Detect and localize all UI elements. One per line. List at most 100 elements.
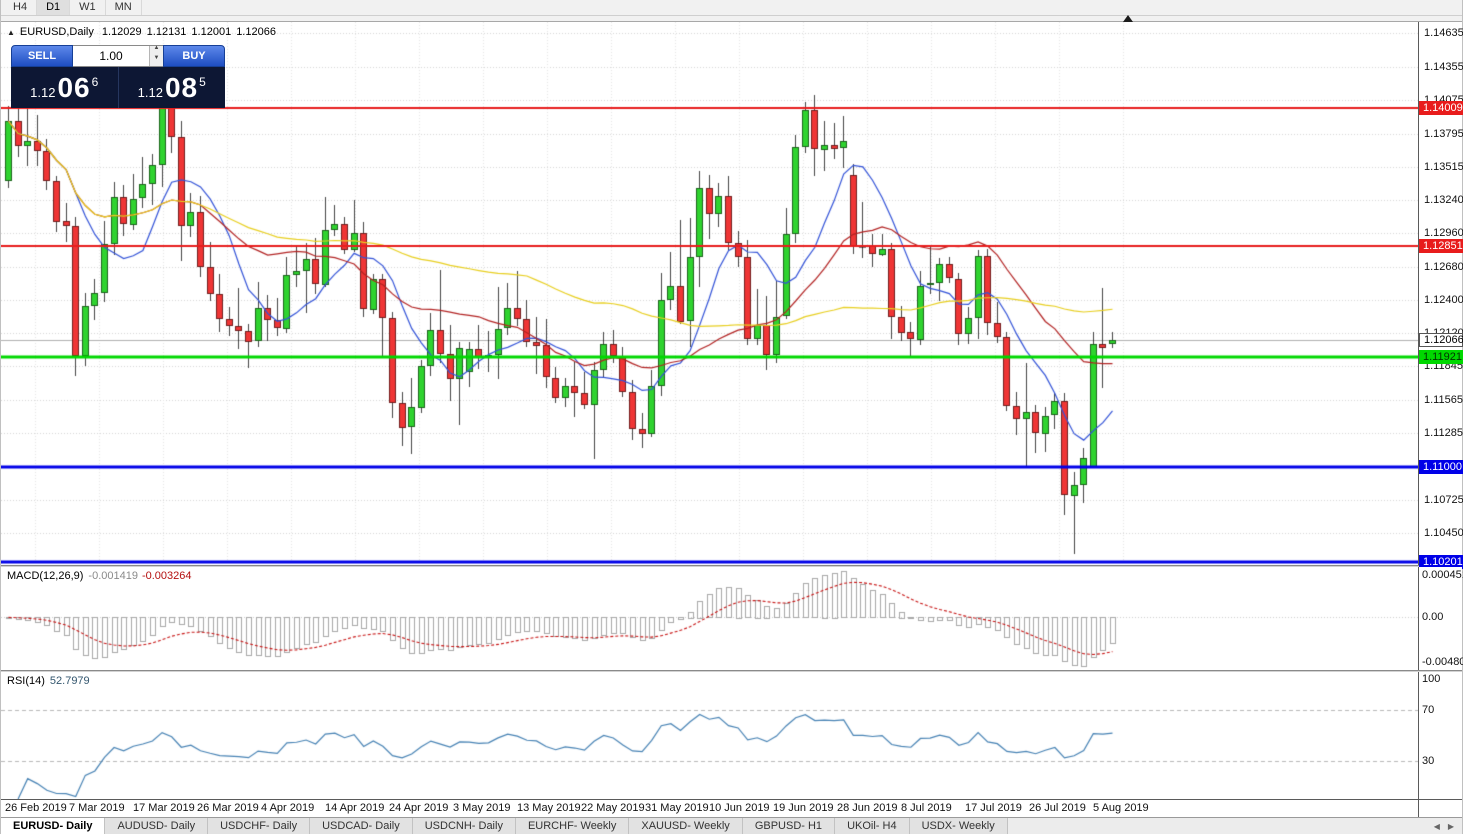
price-axis-label: 1.14635 bbox=[1424, 27, 1463, 40]
price-axis-label: 1.13795 bbox=[1424, 127, 1463, 140]
time-axis-corner bbox=[1418, 800, 1462, 817]
time-axis-label: 22 May 2019 bbox=[581, 802, 645, 814]
macd-axis-label: 0.0004517 bbox=[1422, 569, 1463, 581]
buy-price-big: 08 bbox=[164, 71, 199, 103]
time-axis-label: 26 Feb 2019 bbox=[5, 802, 67, 814]
buy-price[interactable]: 1.12 08 5 bbox=[117, 67, 226, 108]
price-tag-support-blue-upper: 1.11000 bbox=[1419, 460, 1463, 475]
price-axis-label: 1.11565 bbox=[1424, 393, 1463, 406]
timeframe-button-h4[interactable]: H4 bbox=[4, 0, 38, 15]
chart-tab-eurusd-daily[interactable]: EURUSD- Daily bbox=[1, 818, 106, 834]
macd-main-value: -0.001419 bbox=[88, 570, 138, 582]
timeframe-button-w1[interactable]: W1 bbox=[70, 0, 106, 15]
time-axis-label: 3 May 2019 bbox=[453, 802, 511, 814]
sell-button[interactable]: SELL bbox=[11, 45, 73, 67]
price-tag-resistance-upper: 1.14009 bbox=[1419, 101, 1463, 116]
buy-button[interactable]: BUY bbox=[163, 45, 225, 67]
chart-tab-audusd-daily[interactable]: AUDUSD- Daily bbox=[105, 818, 209, 834]
sell-price-pip: 6 bbox=[91, 74, 99, 89]
rsi-canvas[interactable] bbox=[1, 672, 1420, 799]
price-tag-current-price: 1.12066 bbox=[1419, 332, 1463, 347]
rsi-axis-label: 70 bbox=[1422, 704, 1435, 716]
price-chart-canvas[interactable] bbox=[1, 22, 1420, 565]
macd-axis-label: 0.00 bbox=[1422, 611, 1444, 623]
sell-price-big: 06 bbox=[57, 71, 91, 103]
volume-spin-down-icon[interactable]: ▼ bbox=[153, 55, 160, 61]
macd-axis[interactable]: 0.0004517 0.00 -0.004806 bbox=[1418, 567, 1463, 670]
volume-spinner: ▲ ▼ bbox=[149, 45, 163, 66]
ohlc-close: 1.12066 bbox=[236, 26, 276, 38]
chart-tab-eurchf-weekly[interactable]: EURCHF- Weekly bbox=[515, 818, 630, 834]
timeframe-button-d1[interactable]: D1 bbox=[37, 0, 71, 15]
rsi-axis-label: 30 bbox=[1422, 755, 1435, 767]
chart-shift-marker[interactable] bbox=[1123, 15, 1133, 22]
time-axis-label: 19 Jun 2019 bbox=[773, 802, 834, 814]
macd-axis-label: -0.004806 bbox=[1422, 656, 1463, 668]
price-axis[interactable]: 1.146351.143551.140751.137951.135151.132… bbox=[1418, 22, 1463, 570]
chart-tab-usdcad-daily[interactable]: USDCAD- Daily bbox=[310, 818, 413, 834]
tab-scroll-right-icon[interactable]: ▶ bbox=[1447, 821, 1454, 831]
volume-spin-up-icon[interactable]: ▲ bbox=[153, 45, 160, 51]
time-axis-label: 5 Aug 2019 bbox=[1093, 802, 1149, 814]
rsi-pane: RSI(14) 52.7979 100 70 30 bbox=[1, 672, 1462, 799]
price-chart-pane: ▲ EURUSD,Daily 1.12029 1.12131 1.12001 1.1206… bbox=[1, 22, 1463, 570]
ohlc-high: 1.12131 bbox=[146, 26, 187, 38]
price-axis-label: 1.13240 bbox=[1424, 193, 1463, 206]
price-axis-label: 1.10450 bbox=[1424, 526, 1463, 539]
price-tag-resistance-mid: 1.12851 bbox=[1419, 239, 1463, 254]
macd-indicator-label: MACD(12,26,9) -0.001419 -0.003264 bbox=[7, 570, 192, 582]
price-axis-label: 1.12960 bbox=[1424, 227, 1463, 240]
chart-tab-xauusd-weekly[interactable]: XAUUSD- Weekly bbox=[629, 818, 743, 834]
time-axis-label: 24 Apr 2019 bbox=[389, 802, 449, 814]
price-axis-label: 1.10725 bbox=[1424, 493, 1463, 506]
chart-tab-usdchf-daily[interactable]: USDCHF- Daily bbox=[208, 818, 311, 834]
time-axis-label: 8 Jul 2019 bbox=[901, 802, 952, 814]
macd-canvas[interactable] bbox=[1, 567, 1420, 670]
chart-tabs-bar: EURUSD- Daily AUDUSD- Daily USDCHF- Daily U… bbox=[1, 817, 1462, 834]
one-click-toggle-icon[interactable]: ▲ bbox=[7, 28, 15, 37]
price-axis-label: 1.11285 bbox=[1424, 427, 1463, 440]
chart-tab-usdx-weekly[interactable]: USDX- Weekly bbox=[909, 818, 1008, 834]
volume-input[interactable] bbox=[73, 46, 149, 66]
macd-splitter[interactable] bbox=[1, 565, 1462, 567]
ohlc-low: 1.12001 bbox=[191, 26, 232, 38]
time-axis-label: 4 Apr 2019 bbox=[261, 802, 315, 814]
chart-tab-usdcnh-daily[interactable]: USDCNH- Daily bbox=[412, 818, 516, 834]
chart-symbol-period: EURUSD,Daily bbox=[19, 26, 94, 38]
timeframe-button-mn[interactable]: MN bbox=[106, 0, 142, 15]
rsi-axis[interactable]: 100 70 30 bbox=[1418, 672, 1462, 799]
time-axis-label: 26 Jul 2019 bbox=[1029, 802, 1086, 814]
price-axis-label: 1.13515 bbox=[1424, 160, 1463, 173]
chart-tab-ukoil-h4[interactable]: UKOil- H4 bbox=[835, 818, 910, 834]
time-axis-label: 28 Jun 2019 bbox=[837, 802, 898, 814]
sell-price[interactable]: 1.12 06 6 bbox=[11, 67, 118, 108]
price-tag-support-green: 1.11921 bbox=[1419, 350, 1463, 365]
macd-pane: MACD(12,26,9) -0.001419-0.003264 0.000451… bbox=[1, 567, 1463, 670]
price-axis-label: 1.12400 bbox=[1424, 294, 1463, 307]
time-axis[interactable]: 26 Feb 2019 7 Mar 2019 17 Mar 2019 26 Mar 2… bbox=[1, 799, 1462, 817]
time-axis-label: 17 Mar 2019 bbox=[133, 802, 195, 814]
one-click-trading-panel: SELL ▲ ▼ BUY 1.12 06 6 1.12 bbox=[11, 45, 225, 108]
macd-name: MACD(12,26,9) bbox=[7, 570, 84, 582]
rsi-name: RSI(14) bbox=[7, 675, 45, 687]
time-axis-label: 17 Jul 2019 bbox=[965, 802, 1022, 814]
price-axis-label: 1.14355 bbox=[1424, 60, 1463, 73]
chart-scrollbar[interactable] bbox=[1, 15, 1462, 22]
buy-price-pip: 5 bbox=[199, 74, 206, 89]
rsi-value: 52.7979 bbox=[49, 675, 90, 687]
rsi-splitter[interactable] bbox=[1, 670, 1462, 672]
chart-ohlc-title: ▲ EURUSD,Daily 1.12029 1.12131 1.12001 1.1206… bbox=[7, 26, 281, 38]
macd-signal-value: -0.003264 bbox=[141, 570, 192, 582]
sell-price-prefix: 1.12 bbox=[30, 84, 56, 100]
time-axis-label: 7 Mar 2019 bbox=[69, 802, 125, 814]
price-axis-label: 1.12680 bbox=[1424, 260, 1463, 273]
time-axis-label: 31 May 2019 bbox=[645, 802, 709, 814]
chart-tab-gbpusd-h1[interactable]: GBPUSD- H1 bbox=[742, 818, 836, 834]
timeframe-toolbar: H4 D1 W1 MN bbox=[1, 0, 1462, 16]
rsi-indicator-label: RSI(14) 52.7979 bbox=[7, 675, 90, 687]
ohlc-open: 1.12029 bbox=[101, 26, 142, 38]
tab-scroll-left-icon[interactable]: ◀ bbox=[1433, 821, 1440, 831]
time-axis-label: 13 May 2019 bbox=[517, 802, 581, 814]
rsi-axis-label: 100 bbox=[1422, 673, 1441, 685]
